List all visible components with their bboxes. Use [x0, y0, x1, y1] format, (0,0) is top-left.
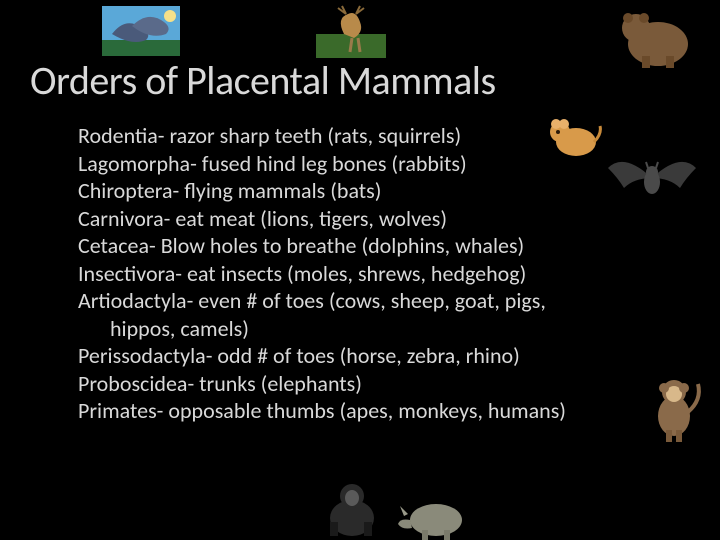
body-line: hippos, camels): [78, 315, 680, 343]
body-line: Perissodactyla- odd # of toes (horse, ze…: [78, 342, 680, 370]
gorilla-icon: [320, 478, 382, 538]
body-line: Cetacea- Blow holes to breathe (dolphins…: [78, 232, 680, 260]
body-line: Primates- opposable thumbs (apes, monkey…: [78, 397, 680, 425]
slide: Orders of Placental Mammals Rodentia- ra…: [0, 0, 720, 540]
body-line: Proboscidea- trunks (elephants): [78, 370, 680, 398]
dolphins-icon: [102, 6, 180, 56]
rodent-icon: [546, 114, 602, 158]
deer-icon: [316, 4, 386, 58]
body-line: Chiroptera- flying mammals (bats): [78, 177, 680, 205]
body-line: Insectivora- eat insects (moles, shrews,…: [78, 260, 680, 288]
body-line: Artiodactyla- even # of toes (cows, shee…: [78, 287, 680, 315]
monkey-icon: [638, 372, 708, 444]
bear-icon: [612, 0, 696, 70]
bat-icon: [604, 148, 700, 214]
slide-title: Orders of Placental Mammals: [30, 56, 496, 105]
slide-body: Rodentia- razor sharp teeth (rats, squir…: [78, 122, 680, 425]
rhino-icon: [394, 494, 468, 540]
body-line: Carnivora- eat meat (lions, tigers, wolv…: [78, 205, 680, 233]
